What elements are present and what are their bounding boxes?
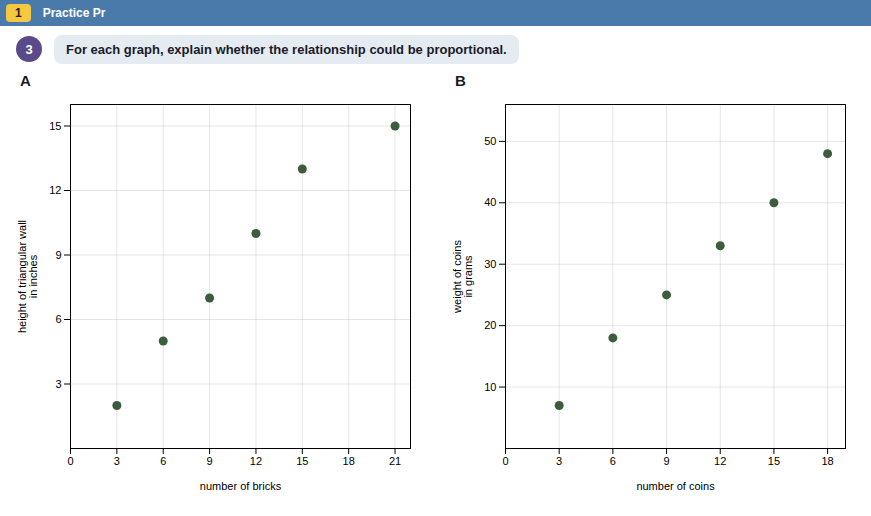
svg-text:9: 9 bbox=[207, 455, 213, 467]
svg-text:18: 18 bbox=[821, 455, 833, 467]
svg-text:6: 6 bbox=[160, 455, 166, 467]
svg-text:3: 3 bbox=[114, 455, 120, 467]
svg-text:20: 20 bbox=[484, 319, 496, 331]
svg-text:15: 15 bbox=[296, 455, 308, 467]
svg-text:15: 15 bbox=[768, 455, 780, 467]
svg-text:number of coins: number of coins bbox=[636, 480, 715, 492]
svg-text:0: 0 bbox=[502, 455, 508, 467]
svg-text:9: 9 bbox=[55, 249, 61, 261]
svg-text:12: 12 bbox=[250, 455, 262, 467]
svg-text:12: 12 bbox=[49, 184, 61, 196]
svg-text:18: 18 bbox=[343, 455, 355, 467]
svg-text:0: 0 bbox=[67, 455, 73, 467]
html-text:3: 3 bbox=[25, 41, 33, 57]
svg-text:9: 9 bbox=[663, 455, 669, 467]
html-text:1: 1 bbox=[15, 6, 22, 20]
svg-text:height of triangular wallin in: height of triangular wallin inches bbox=[16, 220, 39, 333]
html-text:Practice Pr: Practice Pr bbox=[42, 6, 106, 20]
html-text:B: B bbox=[455, 72, 466, 89]
svg-text:21: 21 bbox=[389, 455, 401, 467]
svg-text:30: 30 bbox=[484, 258, 496, 270]
svg-text:6: 6 bbox=[55, 313, 61, 325]
svg-text:weight of coinsin grams: weight of coinsin grams bbox=[451, 240, 474, 314]
svg-text:3: 3 bbox=[556, 455, 562, 467]
svg-text:50: 50 bbox=[484, 135, 496, 147]
svg-text:3: 3 bbox=[55, 378, 61, 390]
svg-text:15: 15 bbox=[49, 120, 61, 132]
svg-text:10: 10 bbox=[484, 381, 496, 393]
svg-text:12: 12 bbox=[714, 455, 726, 467]
html-text:For each graph, explain whethe: For each graph, explain whether the rela… bbox=[66, 41, 507, 57]
svg-text:40: 40 bbox=[484, 196, 496, 208]
svg-text:number of bricks: number of bricks bbox=[200, 480, 282, 492]
svg-text:6: 6 bbox=[610, 455, 616, 467]
html-text:A: A bbox=[20, 72, 31, 89]
